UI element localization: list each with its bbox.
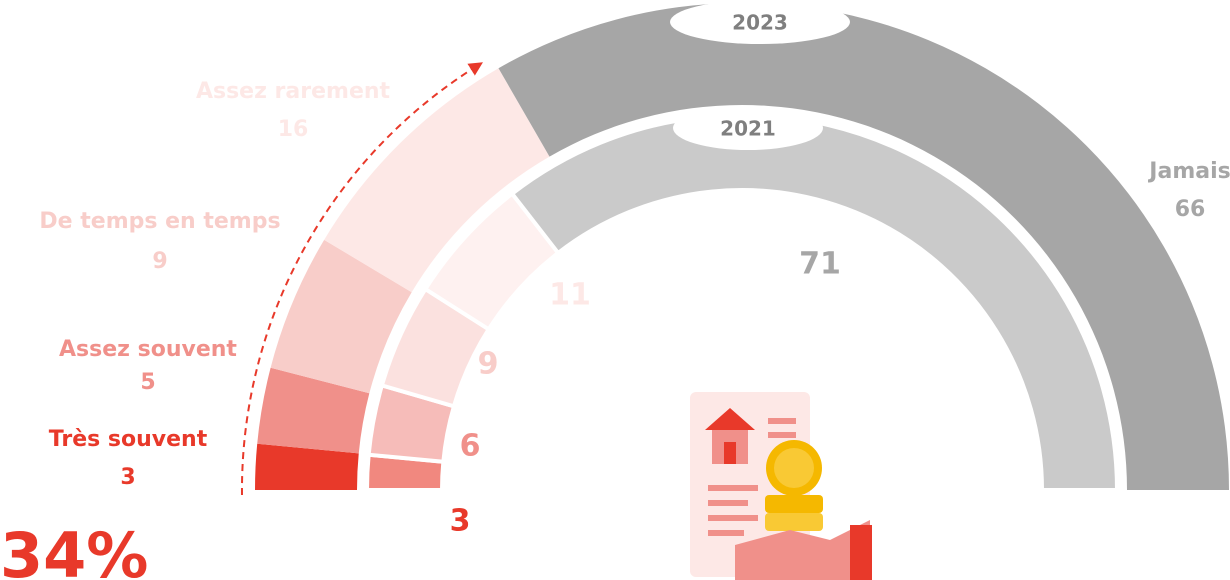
value-label: 71 [799, 247, 841, 282]
category-label: Assez rarement [196, 79, 391, 104]
value-label: 3 [120, 465, 135, 490]
value-label: 9 [152, 249, 167, 274]
value-label: 66 [1175, 197, 1206, 222]
ring-segment [257, 367, 370, 454]
value-label: 16 [278, 117, 309, 142]
series-label: 2023 [732, 11, 788, 35]
ring-segment [255, 443, 359, 490]
year-badge [670, 0, 850, 44]
ring-segment [498, 2, 1229, 491]
trend-arrow [240, 62, 483, 496]
category-label: Jamais [1147, 159, 1230, 184]
ring-segment [324, 68, 550, 293]
value-label: 6 [460, 429, 481, 464]
value-label: 9 [478, 347, 499, 382]
year-badge [673, 106, 823, 150]
category-label: De temps en temps [39, 209, 280, 234]
value-label: 11 [549, 278, 591, 313]
series-label: 2021 [720, 117, 776, 141]
icon [690, 392, 872, 580]
annotation: 34% [0, 519, 148, 580]
ring-segment [270, 239, 412, 394]
value-label: 3 [450, 504, 471, 539]
category-label: Assez souvent [59, 337, 237, 362]
rings [255, 2, 1229, 492]
value-label: 5 [140, 370, 155, 395]
category-label: Très souvent [49, 427, 208, 452]
